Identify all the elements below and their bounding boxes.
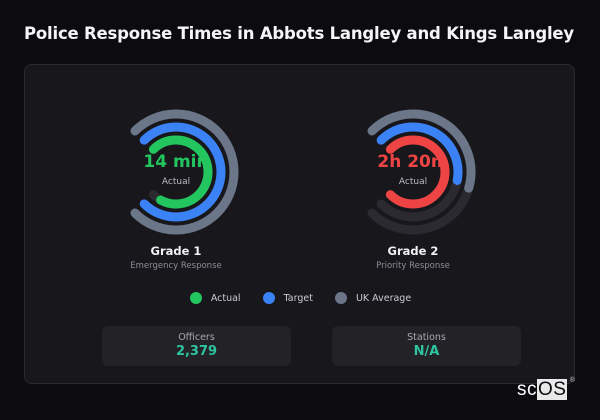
legend-item-actual[interactable]: Actual	[189, 292, 241, 304]
gauge-arc-uk-average	[367, 109, 476, 193]
gauge-label: Grade 2	[387, 244, 439, 258]
gauge-rings	[367, 109, 476, 235]
gauge-rings	[130, 109, 239, 235]
stat-stations: Stations N/A	[332, 326, 521, 366]
brand-prefix: sc	[517, 379, 537, 400]
gauge-value: 2h 20m	[377, 152, 449, 172]
stat-label: Stations	[407, 332, 446, 343]
gauge-grade-1: 14 min Actual	[106, 102, 246, 242]
gauge-value: 14 min	[143, 152, 209, 172]
gauge-grade-2: 2h 20m Actual	[343, 102, 483, 242]
registered-mark-icon: ®	[569, 377, 576, 384]
gauge-arc-actual	[385, 135, 450, 209]
gauge-description: Priority Response	[376, 261, 450, 271]
gauge-arc-target	[139, 122, 226, 222]
gauge-arc-target	[376, 122, 463, 185]
stat-value: N/A	[413, 344, 440, 359]
stat-officers: Officers 2,379	[102, 326, 291, 366]
legend-dot-icon	[262, 292, 275, 304]
stat-value: 2,379	[175, 344, 218, 359]
legend-dot-icon	[334, 292, 347, 304]
gauge-arc-actual	[148, 135, 213, 209]
chart-card: 14 min Actual Grade 1 Emergency Response…	[24, 64, 575, 384]
stat-label: Officers	[178, 332, 215, 343]
legend-dot-icon	[189, 292, 202, 304]
page-title: Police Response Times in Abbots Langley …	[24, 24, 574, 43]
legend-item-target[interactable]: Target	[262, 292, 313, 304]
legend: Actual Target UK Average	[25, 292, 576, 304]
brand-suffix: OS	[537, 379, 568, 400]
brand-logo: scOS ®	[517, 377, 575, 401]
gauge-description: Emergency Response	[130, 261, 222, 271]
legend-label: Actual	[210, 292, 241, 304]
gauge-arc-uk-average	[130, 109, 239, 235]
legend-label: UK Average	[355, 292, 412, 304]
gauge-sublabel: Actual	[398, 177, 428, 187]
gauge-label: Grade 1	[150, 244, 202, 258]
gauge-sublabel: Actual	[161, 177, 191, 187]
legend-label: Target	[283, 292, 313, 304]
legend-item-uk-average[interactable]: UK Average	[334, 292, 412, 304]
